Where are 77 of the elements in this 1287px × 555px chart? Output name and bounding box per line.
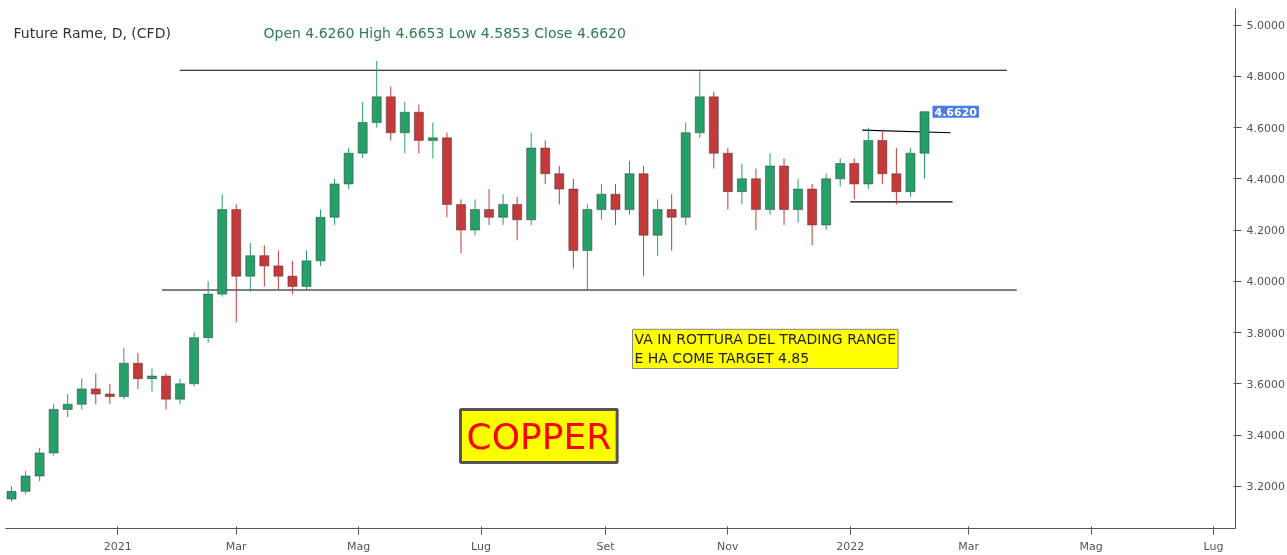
candlestick [582,203,593,290]
candlestick [709,91,719,170]
text: Future Rame, D, (CFD) [13,24,171,41]
candlestick [315,209,326,267]
candlestick [105,383,115,405]
candlestick [273,250,284,290]
candlestick [147,367,157,392]
y-tick-label: 3.8000 [1246,326,1285,340]
x-tick-label: Nov [717,539,740,553]
x-tick-label: Lug [471,539,491,553]
annotation: VA IN ROTTURA DEL TRADING RANGE E HA COME TARGET 4.85 [634,331,897,367]
candlestick [484,188,494,226]
candlestick [245,242,256,293]
candlestick [301,250,312,290]
candlestick [512,196,522,241]
y-tick-label: 4.0000 [1246,275,1285,289]
candlestick [540,139,551,185]
candlestick [343,147,354,190]
candlestick [48,403,59,456]
x-tick-label: Mar [225,539,248,553]
candlestick [175,378,185,405]
candlestick [34,447,45,482]
candlestick [526,132,536,226]
candlestick [694,70,705,139]
candlestick [231,203,242,323]
x-tick-label: Mag [1079,539,1103,553]
candlestick [357,101,368,159]
annotation: COPPER [466,415,612,457]
candlestick [20,470,31,495]
candlestick [891,147,902,205]
candlestick [666,193,677,252]
candlestick [863,127,874,190]
candlestick [385,86,396,141]
x-tick-label: Mag [347,539,371,553]
candlestick [835,157,845,188]
candlestick [680,121,691,226]
candlestick [905,147,916,198]
candlestick [6,485,17,503]
candlestick [638,165,649,277]
candlestick [554,165,565,205]
candlestick [217,193,227,298]
candlestick [428,121,438,159]
candlestick [610,183,621,226]
candlestick [596,183,607,221]
candlestick [723,147,733,211]
x-tick-label: 2022 [836,539,865,553]
y-tick-label: 4.2000 [1246,224,1285,238]
y-tick-label: 3.4000 [1246,429,1285,442]
candlestick [203,280,213,344]
x-tick-label: Set [596,539,616,553]
candlestick [76,378,87,410]
candlestick [259,244,270,287]
candlestick [62,393,73,418]
candlestick [652,198,663,257]
x-tick-label: Lug [1203,539,1224,553]
candlestick [919,110,930,180]
candlestick [877,129,888,185]
x-tick-label: 2021 [103,539,132,553]
annotation: Open 4.6260 High 4.6653 Low 4.5853 Close 4.6620 [263,24,626,41]
y-tick-label: 5.0000 [1246,19,1285,33]
candlestick [821,173,831,231]
candlestick [329,178,340,226]
y-tick-label: 3.6000 [1246,377,1285,391]
x-tick-label: Mar [958,539,980,553]
annotation: 4.6620 [934,105,978,119]
candlestick [624,160,635,216]
candlestick [400,101,410,154]
y-tick-label: 4.6000 [1246,121,1285,135]
candlestick [371,60,382,129]
candlestick [287,260,298,295]
candlestick [91,373,101,405]
y-tick-label: 3.2000 [1246,480,1285,494]
candlestick [568,178,579,269]
candlestick [414,104,424,154]
y-tick-label: 4.8000 [1246,70,1285,84]
y-tick-label: 4.4000 [1246,172,1285,186]
candlestick [849,157,860,200]
